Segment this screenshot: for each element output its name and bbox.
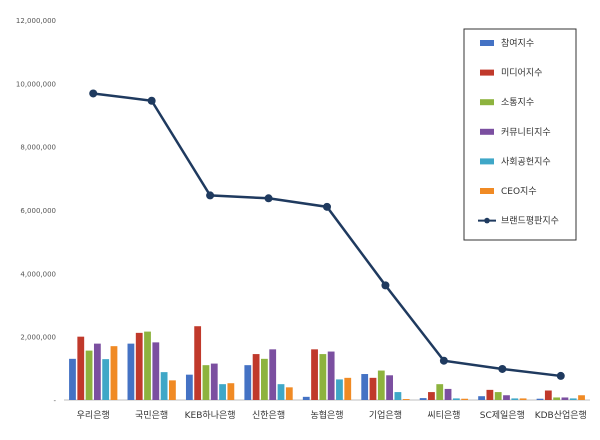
y-tick-label: 2,000,000 (20, 334, 56, 342)
bar (102, 359, 110, 400)
bar (144, 331, 151, 400)
x-category-label: 농협은행 (310, 409, 343, 421)
bar (269, 349, 277, 400)
legend-swatch (480, 188, 494, 194)
bar (569, 398, 577, 400)
bar (210, 363, 218, 400)
bar (285, 387, 293, 400)
bar (369, 377, 377, 400)
legend-swatch (480, 69, 494, 76)
legend-swatch-marker (484, 217, 490, 224)
bar (336, 379, 343, 400)
line-point (439, 356, 448, 365)
bar (185, 374, 193, 400)
line-point (381, 281, 390, 290)
y-tick-label: 12,000,000 (16, 17, 56, 25)
legend-label: 사회공헌지수 (501, 156, 551, 167)
y-tick-label: 4,000,000 (20, 270, 56, 278)
bar (227, 383, 235, 400)
bar (436, 384, 444, 400)
bar (561, 397, 569, 400)
bar (578, 395, 585, 400)
line-point (264, 194, 273, 203)
x-category-label: 기업은행 (369, 409, 402, 421)
bar-series-group (69, 326, 585, 400)
bar (553, 397, 561, 400)
bar (93, 343, 101, 400)
legend-swatch (480, 99, 494, 106)
bar (85, 350, 93, 400)
x-axis: 우리은행 국민은행 KEB하나은행 신한은행 농협은행 기업은행 씨티은행 SC제일은행 KDB… (64, 399, 590, 421)
bar (344, 377, 352, 400)
legend-label: 참여지수 (501, 37, 534, 49)
bar (452, 398, 460, 400)
bar (386, 375, 393, 400)
bar (311, 349, 318, 400)
line-point (89, 89, 98, 98)
bar (494, 392, 502, 400)
y-tick-label: 10,000,000 (16, 80, 56, 88)
x-category-label: 씨티은행 (427, 409, 460, 421)
bar (127, 343, 135, 400)
line-series-group (89, 89, 565, 380)
bar (536, 398, 544, 400)
bar (419, 398, 427, 400)
x-category-label: 신한은행 (252, 409, 285, 421)
legend-label: CEO지수 (501, 186, 537, 197)
line-point (323, 202, 331, 211)
y-tick-label: 8,000,000 (20, 144, 56, 152)
bar (544, 390, 552, 400)
x-category-label: KEB하나은행 (185, 409, 236, 421)
legend-label: 소통지수 (501, 97, 534, 108)
bar (77, 336, 85, 400)
legend-swatch (480, 128, 494, 135)
bar (361, 374, 369, 400)
bar (478, 396, 485, 400)
x-category-label: 국민은행 (135, 409, 168, 421)
bar (202, 365, 210, 400)
bar (394, 392, 402, 400)
legend-label: 브랜드평판지수 (501, 216, 559, 227)
legend-label: 미디어지수 (501, 68, 542, 79)
legend-swatch (480, 158, 494, 165)
bar (160, 372, 168, 400)
y-tick-label: 6,000,000 (20, 207, 56, 215)
x-category-label: 우리은행 (77, 409, 110, 421)
line-point (206, 191, 215, 200)
bar (252, 354, 260, 400)
bar (244, 365, 252, 400)
bar (261, 358, 268, 400)
bar (135, 332, 143, 400)
bar (319, 354, 327, 400)
bar (461, 398, 469, 400)
bar (277, 384, 285, 400)
bar (327, 351, 335, 400)
y-axis: - 2,000,000 4,000,000 6,000,000 8,000,000 10,… (16, 17, 57, 405)
bar (169, 380, 176, 400)
y-tick-label: - (53, 397, 56, 405)
line-point (498, 364, 507, 373)
bar (377, 370, 385, 400)
line-point (147, 96, 156, 105)
bar (486, 389, 494, 400)
bar (152, 342, 160, 400)
x-category-label: KDB산업은행 (535, 409, 587, 421)
bar (302, 396, 310, 400)
bar (511, 398, 519, 400)
bar (194, 326, 202, 400)
bar (219, 384, 226, 400)
legend-swatch (480, 40, 494, 46)
bar (69, 358, 76, 400)
legend-label: 커뮤니티지수 (501, 127, 551, 138)
bar (110, 346, 118, 400)
bar (402, 399, 410, 400)
x-category-label: SC제일은행 (480, 409, 525, 421)
bar (503, 395, 510, 400)
bar (519, 398, 527, 400)
bar (444, 388, 452, 400)
line-point (556, 371, 565, 380)
bar (428, 392, 435, 400)
